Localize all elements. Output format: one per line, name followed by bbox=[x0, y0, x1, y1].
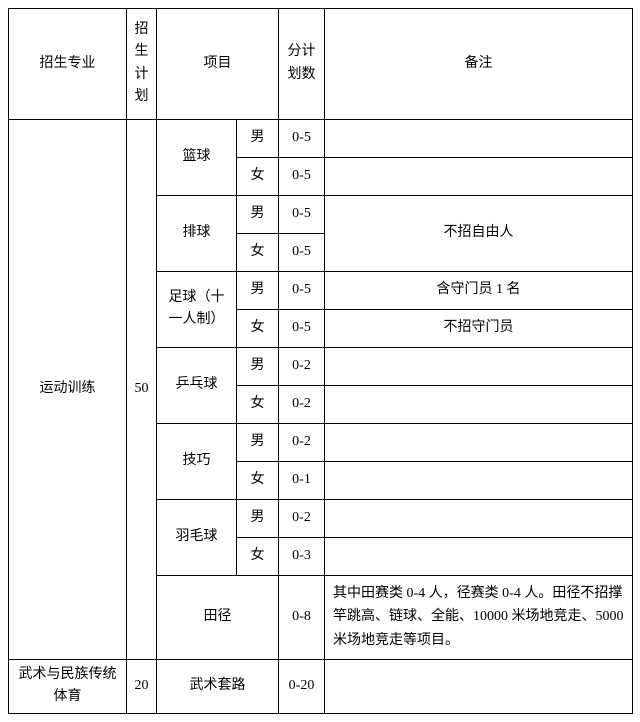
gender-cell: 女 bbox=[237, 233, 279, 271]
project-tabletennis: 乒乓球 bbox=[157, 347, 237, 423]
table-row: 运动训练 50 篮球 男 0-5 bbox=[9, 119, 633, 157]
plan-sport-training: 50 bbox=[127, 119, 157, 659]
note-cell: 含守门员 1 名 bbox=[325, 271, 633, 309]
count-cell: 0-5 bbox=[279, 271, 325, 309]
count-cell: 0-5 bbox=[279, 309, 325, 347]
note-cell bbox=[325, 385, 633, 423]
gender-cell: 女 bbox=[237, 461, 279, 499]
gender-cell: 男 bbox=[237, 423, 279, 461]
count-cell: 0-5 bbox=[279, 233, 325, 271]
count-cell: 0-5 bbox=[279, 157, 325, 195]
project-wushu-routine: 武术套路 bbox=[157, 659, 279, 713]
note-cell: 不招守门员 bbox=[325, 309, 633, 347]
note-cell bbox=[325, 499, 633, 537]
gender-cell: 女 bbox=[237, 309, 279, 347]
count-cell: 0-8 bbox=[279, 575, 325, 659]
gender-cell: 女 bbox=[237, 385, 279, 423]
note-track: 其中田赛类 0-4 人，径赛类 0-4 人。田径不招撑竿跳高、链球、全能、100… bbox=[325, 575, 633, 659]
project-acrobatics: 技巧 bbox=[157, 423, 237, 499]
count-cell: 0-2 bbox=[279, 423, 325, 461]
count-cell: 0-5 bbox=[279, 119, 325, 157]
project-football: 足球（十一人制） bbox=[157, 271, 237, 347]
gender-cell: 男 bbox=[237, 499, 279, 537]
note-cell: 不招自由人 bbox=[325, 195, 633, 271]
project-basketball: 篮球 bbox=[157, 119, 237, 195]
enrollment-table: 招生专业 招生计划 项目 分计划数 备注 运动训练 50 篮球 男 0-5 女 … bbox=[8, 8, 633, 714]
count-cell: 0-1 bbox=[279, 461, 325, 499]
header-count: 分计划数 bbox=[279, 9, 325, 120]
project-volleyball: 排球 bbox=[157, 195, 237, 271]
major-sport-training: 运动训练 bbox=[9, 119, 127, 659]
gender-cell: 男 bbox=[237, 347, 279, 385]
count-cell: 0-2 bbox=[279, 499, 325, 537]
note-cell bbox=[325, 461, 633, 499]
note-cell bbox=[325, 157, 633, 195]
count-cell: 0-5 bbox=[279, 195, 325, 233]
header-project: 项目 bbox=[157, 9, 279, 120]
count-cell: 0-2 bbox=[279, 385, 325, 423]
count-cell: 0-3 bbox=[279, 537, 325, 575]
header-plan: 招生计划 bbox=[127, 9, 157, 120]
gender-cell: 男 bbox=[237, 195, 279, 233]
gender-cell: 男 bbox=[237, 119, 279, 157]
header-note: 备注 bbox=[325, 9, 633, 120]
major-wushu: 武术与民族传统体育 bbox=[9, 659, 127, 713]
note-cell bbox=[325, 347, 633, 385]
count-cell: 0-2 bbox=[279, 347, 325, 385]
note-cell bbox=[325, 659, 633, 713]
project-badminton: 羽毛球 bbox=[157, 499, 237, 575]
table-row: 武术与民族传统体育 20 武术套路 0-20 bbox=[9, 659, 633, 713]
note-cell bbox=[325, 423, 633, 461]
note-cell bbox=[325, 537, 633, 575]
gender-cell: 男 bbox=[237, 271, 279, 309]
header-major: 招生专业 bbox=[9, 9, 127, 120]
gender-cell: 女 bbox=[237, 157, 279, 195]
plan-wushu: 20 bbox=[127, 659, 157, 713]
note-cell bbox=[325, 119, 633, 157]
project-track: 田径 bbox=[157, 575, 279, 659]
table-header-row: 招生专业 招生计划 项目 分计划数 备注 bbox=[9, 9, 633, 120]
count-cell: 0-20 bbox=[279, 659, 325, 713]
gender-cell: 女 bbox=[237, 537, 279, 575]
